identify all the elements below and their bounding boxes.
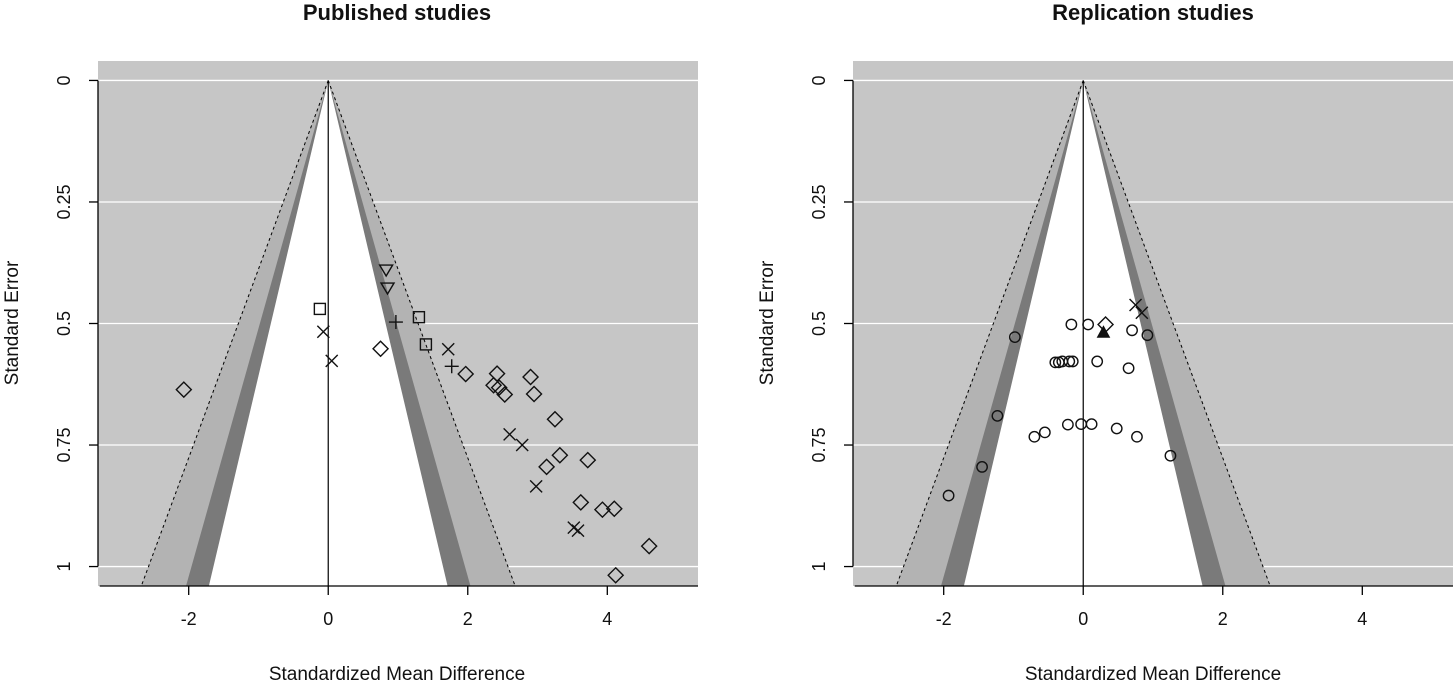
data-point-circle bbox=[1066, 355, 1079, 368]
panel-title: Replication studies bbox=[1052, 0, 1254, 25]
y-tick-label: 0.25 bbox=[54, 184, 74, 219]
plot-area bbox=[853, 61, 1453, 586]
x-tick-label: -2 bbox=[181, 609, 197, 629]
y-tick-label: 0 bbox=[54, 75, 74, 85]
x-tick-label: -2 bbox=[936, 609, 952, 629]
y-tick-label: 0.25 bbox=[809, 184, 829, 219]
data-point-x bbox=[1129, 298, 1143, 312]
y-axis: 0 0.25 0.5 0.75 1 bbox=[54, 75, 99, 572]
y-tick-label: 1 bbox=[54, 562, 74, 572]
data-point-diamond bbox=[490, 379, 508, 397]
data-point-circle bbox=[1065, 318, 1078, 331]
data-point-diamond bbox=[457, 365, 475, 383]
data-point-square bbox=[412, 310, 426, 324]
x-tick-label: 0 bbox=[323, 609, 333, 629]
data-point-triangle bbox=[379, 282, 396, 296]
data-point-circle bbox=[1008, 331, 1021, 344]
data-point-diamond bbox=[605, 500, 623, 518]
data-point-circle bbox=[1110, 422, 1123, 435]
data-point-diamond bbox=[546, 410, 564, 428]
x-axis-label: Standardized Mean Difference bbox=[1025, 664, 1281, 682]
data-point-circle bbox=[976, 461, 988, 473]
x-tick-label: 4 bbox=[602, 609, 612, 629]
data-point-diamond bbox=[538, 458, 556, 476]
data-point-diamond bbox=[640, 537, 658, 555]
data-point-diamond bbox=[522, 368, 540, 386]
data-point-x bbox=[515, 438, 529, 452]
data-point-diamond bbox=[175, 381, 193, 399]
data-point-circle bbox=[1164, 449, 1177, 462]
data-point-plus bbox=[444, 359, 459, 374]
data-point-circle bbox=[1131, 430, 1143, 443]
data-point-circle bbox=[1028, 430, 1041, 443]
data-point-x bbox=[441, 342, 455, 356]
data-point-circle bbox=[1126, 324, 1138, 337]
y-tick-label: 0.5 bbox=[54, 311, 74, 336]
data-point-x bbox=[503, 427, 517, 441]
data-point-diamond bbox=[607, 566, 625, 584]
data-point-circle bbox=[991, 409, 1004, 422]
x-axis: -2 0 2 4 bbox=[99, 585, 698, 629]
data-point-diamond bbox=[579, 451, 597, 469]
y-axis: 0 0.25 0.5 0.75 1 bbox=[809, 75, 854, 572]
panel-replication: Replication studies Standardized Mean Di… bbox=[757, 0, 1453, 682]
y-axis-label: Standard Error bbox=[757, 260, 778, 385]
data-point-circle bbox=[1061, 418, 1074, 431]
data-point-circle bbox=[942, 489, 955, 502]
y-axis-label: Standard Error bbox=[2, 260, 23, 385]
plot-area bbox=[98, 61, 698, 586]
data-point-square bbox=[419, 338, 433, 351]
x-tick-label: 2 bbox=[463, 609, 473, 629]
data-point-diamond bbox=[485, 376, 503, 394]
y-tick-label: 0 bbox=[809, 75, 829, 85]
data-point-plus bbox=[388, 315, 403, 330]
x-axis: -2 0 2 4 bbox=[854, 585, 1453, 629]
data-point-circle bbox=[1038, 426, 1051, 439]
data-point-circle bbox=[1082, 318, 1095, 331]
x-tick-label: 4 bbox=[1357, 609, 1367, 629]
x-axis-label: Standardized Mean Difference bbox=[269, 664, 525, 682]
data-point-circle bbox=[1063, 355, 1076, 368]
data-point-x bbox=[1135, 306, 1149, 320]
x-tick-label: 2 bbox=[1218, 609, 1228, 629]
y-tick-label: 0.75 bbox=[809, 428, 829, 463]
data-point-circle bbox=[1091, 355, 1104, 368]
data-point-x bbox=[571, 524, 585, 538]
y-tick-label: 0.75 bbox=[54, 428, 74, 463]
data-point-circle bbox=[1122, 362, 1135, 375]
data-point-diamond bbox=[496, 385, 514, 403]
data-point-circle bbox=[1085, 418, 1098, 431]
data-point-circle bbox=[1049, 356, 1062, 369]
x-tick-label: 0 bbox=[1078, 609, 1088, 629]
data-point-diamond bbox=[372, 340, 390, 358]
data-point-diamond bbox=[525, 385, 543, 403]
data-point-triangle-filled bbox=[1096, 325, 1111, 338]
data-point-triangle bbox=[378, 264, 394, 278]
data-point-diamond bbox=[551, 446, 569, 464]
panel-title: Published studies bbox=[303, 0, 491, 25]
data-point-x bbox=[316, 325, 330, 339]
y-tick-label: 0.5 bbox=[809, 311, 829, 336]
y-tick-label: 1 bbox=[809, 562, 829, 572]
data-point-x bbox=[325, 354, 339, 368]
data-point-diamond bbox=[572, 493, 590, 511]
data-point-square bbox=[313, 302, 327, 316]
panel-published: Published studies Standardized Mean Diff… bbox=[2, 0, 698, 682]
data-point-circle bbox=[1141, 329, 1154, 342]
data-point-x bbox=[529, 479, 543, 493]
